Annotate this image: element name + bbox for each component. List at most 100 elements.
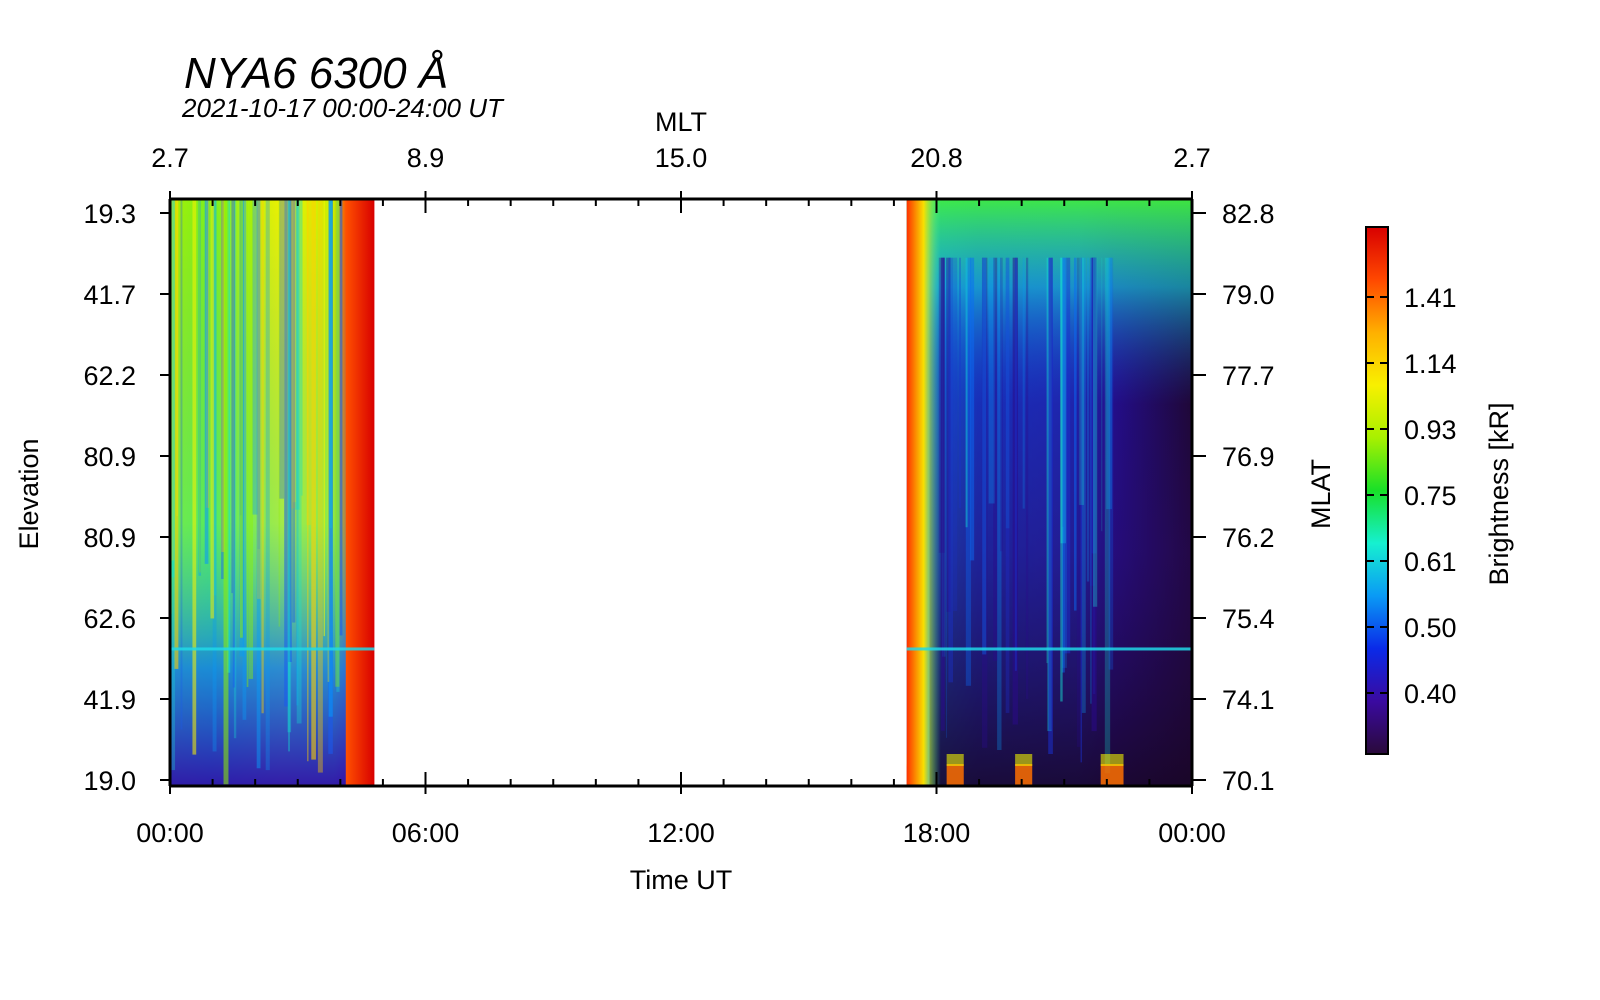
texture-streak (176, 199, 178, 517)
colorbar-tick-label: 1.14 (1404, 349, 1457, 379)
x-tick-label-bottom: 18:00 (903, 818, 971, 848)
texture-streak (981, 257, 988, 748)
texture-streak (296, 199, 299, 706)
colorbar-label: Brightness [kR] (1484, 402, 1514, 585)
texture-streak (311, 199, 316, 760)
texture-streak (970, 257, 975, 561)
texture-streak (288, 199, 292, 662)
x-tick-label-top: 2.7 (1173, 143, 1211, 173)
y-tick-label-left: 41.7 (83, 280, 136, 310)
texture-streak (942, 257, 946, 657)
x-axis-bottom-ticks: 00:00 06:00 12:00 18:00 00:00 (136, 818, 1226, 848)
texture-streak (246, 199, 249, 687)
texture-streak (252, 199, 258, 515)
texture-streak (1091, 257, 1097, 554)
colorbar-tick-label: 1.41 (1404, 283, 1457, 313)
colorbar-tick-label: 0.50 (1404, 613, 1457, 643)
texture-streak (278, 199, 281, 627)
y-tick-label-right: 76.9 (1222, 442, 1275, 472)
texture-streak (317, 199, 323, 773)
texture-streak (965, 257, 972, 686)
bright-band (1100, 764, 1124, 786)
texture-streak (1073, 257, 1077, 611)
texture-streak (327, 199, 330, 682)
texture-streak (965, 257, 968, 528)
colorbar: 1.41 1.14 0.93 0.75 0.61 0.50 0.40 (1365, 226, 1457, 755)
texture-streak (213, 199, 217, 596)
bright-band (946, 764, 964, 786)
texture-streak (1086, 257, 1090, 582)
texture-streak (997, 257, 1002, 751)
texture-streak (948, 257, 954, 683)
x-tick-label-bottom: 00:00 (136, 818, 204, 848)
texture-streak (1060, 257, 1067, 544)
texture-streak (982, 257, 987, 655)
y-tick-label-right: 70.1 (1222, 766, 1275, 796)
colorbar-tick-label: 0.61 (1404, 547, 1457, 577)
texture-streak (1005, 257, 1010, 713)
texture-streak (233, 199, 237, 739)
texture-streak (942, 257, 945, 715)
texture-streak (1025, 257, 1029, 699)
texture-streak (295, 199, 300, 510)
y-tick-label-right: 74.1 (1222, 685, 1275, 715)
bright-band (946, 754, 964, 766)
texture-streak (1076, 257, 1081, 747)
texture-streak (946, 257, 951, 612)
texture-streak (953, 257, 958, 611)
texture-streak (1101, 257, 1103, 532)
texture-streak (1060, 257, 1063, 702)
texture-streak (261, 199, 264, 714)
y-tick-label-left: 80.9 (83, 523, 136, 553)
texture-streak (231, 199, 233, 594)
texture-streak (938, 257, 945, 553)
y-tick-label-left: 19.3 (83, 199, 136, 229)
texture-streak (1005, 257, 1010, 529)
colorbar-tick-label: 0.75 (1404, 481, 1457, 511)
chart-subtitle: 2021-10-17 00:00-24:00 UT (181, 93, 505, 123)
texture-streak (339, 199, 343, 636)
texture-streak (328, 199, 333, 717)
x-tick-label-bottom: 00:00 (1158, 818, 1226, 848)
bright-band (1015, 754, 1033, 766)
texture-streak (306, 199, 311, 526)
x-tick-label-top: 8.9 (407, 143, 445, 173)
texture-streak (210, 199, 215, 619)
x-axis-label: Time UT (630, 865, 733, 895)
texture-streak (1012, 257, 1018, 725)
texture-streak (940, 257, 945, 731)
calibration-line-evening (906, 647, 1192, 651)
texture-streak (959, 257, 961, 509)
texture-streak (988, 257, 995, 504)
texture-streak (1108, 257, 1114, 670)
y-tick-label-right: 77.7 (1222, 361, 1275, 391)
texture-streak (279, 199, 285, 499)
texture-streak (1048, 257, 1053, 755)
texture-streak (248, 199, 254, 679)
texture-streak (232, 199, 236, 688)
y-axis-right-ticks: 82.8 79.0 77.7 76.9 76.2 75.4 74.1 70.1 (1222, 199, 1275, 796)
plot-axes (160, 191, 1206, 794)
y-tick-label-left: 41.9 (83, 685, 136, 715)
texture-streak (204, 199, 209, 564)
texture-streak (171, 199, 176, 771)
x-tick-label-top: 2.7 (151, 143, 189, 173)
texture-streak (1080, 257, 1083, 763)
texture-streak (993, 257, 998, 661)
bright-band (1100, 754, 1124, 766)
chart-title: NYA6 6300 Å (184, 49, 448, 98)
texture-streak (170, 199, 174, 561)
texture-streak (1046, 257, 1049, 664)
texture-streak (323, 199, 326, 637)
texture-streak (257, 199, 261, 550)
y-tick-label-left: 62.6 (83, 604, 136, 634)
texture-streak (1022, 257, 1025, 509)
colorbar-tick-label: 0.93 (1404, 415, 1457, 445)
y-axis-right-label: MLAT (1306, 459, 1336, 529)
x-tick-label-top: 20.8 (910, 143, 963, 173)
data-segment-morning (170, 199, 375, 786)
texture-streak (1064, 257, 1071, 654)
texture-streak (180, 199, 183, 730)
texture-streak (265, 199, 270, 771)
y-tick-label-right: 79.0 (1222, 280, 1275, 310)
